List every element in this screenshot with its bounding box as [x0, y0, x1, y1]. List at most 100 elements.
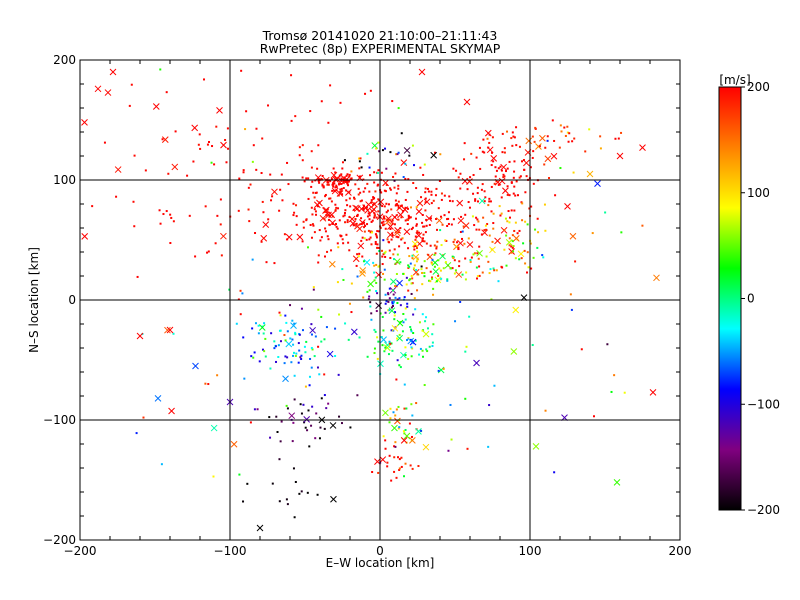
dot-marker: [429, 217, 432, 220]
dot-marker: [381, 249, 384, 252]
dot-marker: [387, 353, 390, 356]
dot-marker: [372, 208, 375, 211]
dot-marker: [320, 315, 323, 318]
dot-marker: [300, 412, 303, 415]
x-marker: [544, 155, 552, 163]
dot-marker: [395, 272, 398, 275]
dot-marker: [410, 330, 413, 333]
dot-marker: [357, 255, 360, 258]
dot-marker: [487, 146, 490, 149]
dot-marker: [518, 145, 521, 148]
dot-marker: [400, 132, 403, 135]
dot-marker: [133, 154, 136, 157]
dot-marker: [451, 200, 454, 203]
dot-marker: [406, 339, 409, 342]
dot-marker: [511, 131, 514, 134]
dot-marker: [495, 180, 498, 183]
dot-marker: [450, 438, 453, 441]
dot-marker: [368, 238, 371, 241]
dot-marker: [492, 160, 495, 163]
dot-marker: [286, 503, 289, 506]
dot-marker: [313, 208, 316, 211]
dot-marker: [466, 188, 469, 191]
dot-marker: [316, 205, 319, 208]
dot-marker: [453, 238, 456, 241]
dot-marker: [606, 343, 609, 346]
dot-marker: [424, 231, 427, 234]
dot-marker: [449, 199, 452, 202]
x-marker: [256, 524, 264, 532]
dot-marker: [280, 420, 283, 423]
x-tick-label: −200: [64, 544, 97, 558]
dot-marker: [439, 229, 442, 232]
dot-marker: [584, 150, 587, 153]
dot-marker: [393, 186, 396, 189]
x-marker: [375, 302, 383, 310]
dot-marker: [377, 246, 380, 249]
dot-marker: [373, 328, 376, 331]
dot-marker: [421, 283, 424, 286]
x-marker: [356, 225, 363, 233]
dot-marker: [304, 351, 307, 354]
dot-marker: [363, 221, 366, 224]
dot-marker: [425, 267, 428, 270]
dot-marker: [411, 467, 414, 470]
dot-marker: [479, 167, 482, 170]
dot-marker: [489, 268, 492, 271]
dot-marker: [331, 222, 334, 225]
dot-marker: [362, 296, 365, 299]
x-marker: [569, 232, 577, 240]
dot-marker: [394, 311, 397, 314]
dot-marker: [407, 217, 410, 220]
dot-marker: [456, 241, 459, 244]
dot-marker: [543, 163, 546, 166]
dot-marker: [398, 364, 401, 367]
colorbar-tick-label: 100: [747, 186, 770, 200]
dot-marker: [290, 74, 293, 77]
dot-marker: [599, 135, 602, 138]
dot-marker: [278, 311, 281, 314]
dot-marker: [213, 163, 216, 166]
dot-marker: [372, 196, 375, 199]
dot-marker: [275, 360, 278, 363]
dot-marker: [397, 107, 400, 110]
dot-marker: [446, 218, 449, 221]
dot-marker: [261, 200, 264, 203]
dot-marker: [390, 306, 393, 309]
dot-marker: [491, 240, 494, 243]
dot-marker: [291, 338, 294, 341]
dot-marker: [299, 356, 302, 359]
dot-marker: [388, 421, 391, 424]
dot-marker: [465, 271, 468, 274]
dot-marker: [338, 183, 341, 186]
dot-marker: [388, 241, 391, 244]
dot-marker: [433, 253, 436, 256]
dot-marker: [506, 193, 509, 196]
dot-marker: [508, 244, 511, 247]
dot-marker: [261, 137, 264, 140]
dot-marker: [390, 220, 393, 223]
dot-marker: [267, 104, 270, 107]
dot-marker: [336, 227, 339, 230]
dot-marker: [460, 215, 463, 218]
x-marker: [494, 237, 501, 245]
dot-marker: [384, 311, 387, 314]
dot-marker: [538, 145, 541, 148]
dot-marker: [513, 185, 516, 188]
x-marker: [463, 98, 471, 106]
dot-marker: [518, 229, 521, 232]
dot-marker: [444, 261, 447, 264]
dot-marker: [366, 223, 369, 226]
dot-marker: [241, 292, 244, 295]
dot-marker: [390, 342, 393, 345]
dot-marker: [510, 209, 513, 212]
dot-marker: [335, 206, 338, 209]
dot-marker: [357, 193, 360, 196]
dot-marker: [415, 206, 418, 209]
dot-marker: [467, 237, 470, 240]
scatter-points: [81, 68, 660, 532]
dot-marker: [376, 357, 379, 360]
dot-marker: [358, 160, 361, 163]
dot-marker: [397, 456, 400, 459]
dot-marker: [369, 231, 372, 234]
